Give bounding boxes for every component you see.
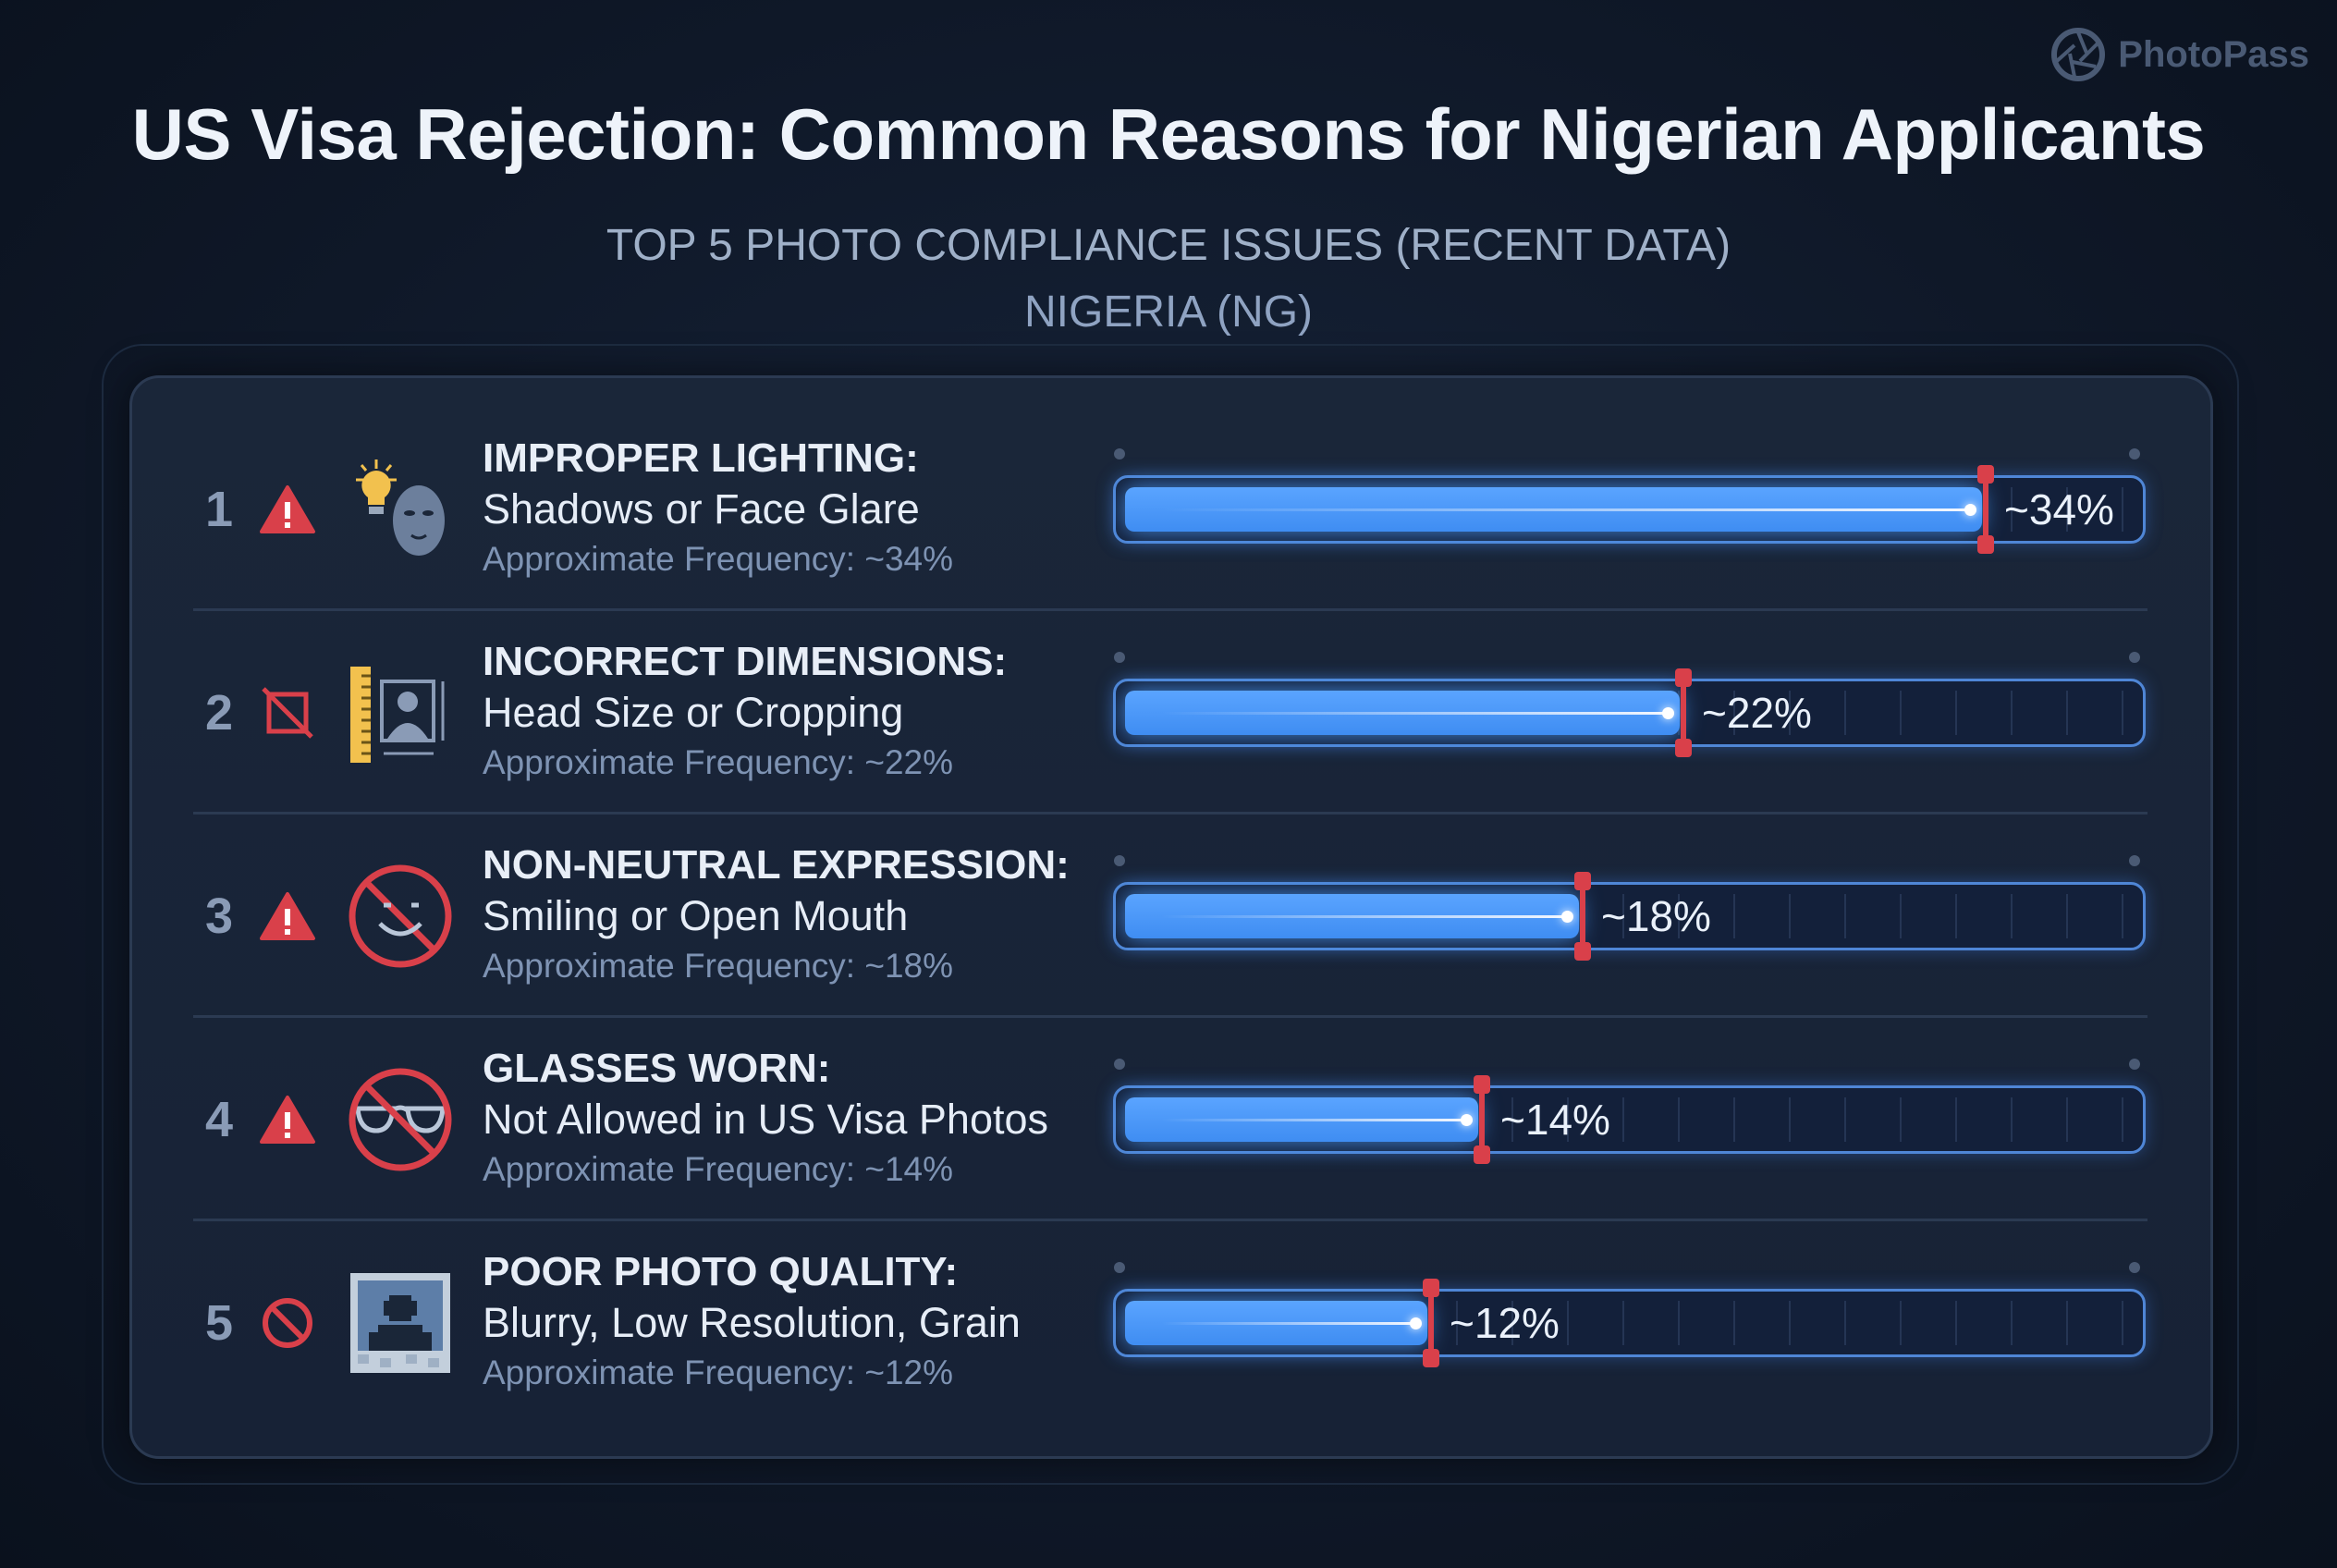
lightbulb-face-icon	[347, 456, 454, 563]
bar-value-label: ~18%	[1601, 892, 1711, 940]
bar-glow	[1162, 707, 1674, 719]
no-glasses-icon	[347, 1066, 454, 1173]
region-label: NIGERIA (NG)	[1023, 288, 1314, 337]
bar-marker	[1675, 668, 1692, 757]
rank-number: 4	[204, 1092, 234, 1147]
warning-triangle-icon	[258, 480, 317, 539]
bar-fill	[1125, 1097, 1478, 1142]
frequency-bar: ~14%	[1113, 1075, 2146, 1164]
page-title: US Visa Rejection: Common Reasons for Ni…	[131, 93, 2206, 175]
issue-heading: NON-NEUTRAL EXPRESSION:	[483, 842, 1070, 888]
issue-detail: Head Size or Cropping	[483, 689, 904, 736]
issue-frequency: Approximate Frequency: ~34%	[483, 540, 954, 578]
rank-number: 5	[204, 1295, 234, 1351]
warning-triangle-icon	[258, 887, 317, 946]
issue-row: 4 GLASSES WORN: Not Allowed in US Visa P…	[132, 1018, 2210, 1221]
issue-row: 3 NON-NEUTRAL EXPRESSION: Smiling or Ope…	[132, 815, 2210, 1018]
decorative-frame	[102, 344, 2239, 1485]
bar-fill	[1125, 1301, 1427, 1345]
rank-number: 3	[204, 888, 234, 944]
bar-marker	[1977, 465, 1994, 554]
issue-row: 1 IMPROPER LIGHTING: Shadows or Face Gla…	[132, 408, 2210, 611]
issues-panel: 1 IMPROPER LIGHTING: Shadows or Face Gla…	[129, 375, 2213, 1459]
issue-row: 5 POOR PHOTO QUALITY: Blurry, Low Resolu…	[132, 1221, 2210, 1425]
rank-number: 2	[204, 685, 234, 741]
bar-value-label: ~22%	[1702, 689, 1812, 737]
bar-value-label: ~14%	[1500, 1096, 1610, 1144]
bar-glow	[1162, 911, 1573, 923]
frequency-bar: ~12%	[1113, 1279, 2146, 1367]
issue-heading: POOR PHOTO QUALITY:	[483, 1249, 959, 1294]
issue-detail: Shadows or Face Glare	[483, 485, 920, 533]
bar-marker	[1574, 872, 1591, 961]
row-divider	[193, 608, 2147, 611]
bar-fill	[1125, 487, 1982, 532]
bar-fill	[1125, 894, 1579, 938]
decor-dot	[2129, 1059, 2140, 1070]
decor-dot	[1114, 855, 1125, 866]
issue-heading: INCORRECT DIMENSIONS:	[483, 639, 1008, 684]
bar-glow	[1162, 1114, 1473, 1126]
issue-detail: Not Allowed in US Visa Photos	[483, 1096, 1049, 1143]
decor-dot	[1114, 652, 1125, 663]
issue-frequency: Approximate Frequency: ~14%	[483, 1150, 954, 1188]
issue-frequency: Approximate Frequency: ~18%	[483, 947, 954, 985]
ruler-portrait-icon	[347, 659, 454, 766]
decor-dot	[1114, 1262, 1125, 1273]
no-smile-icon	[347, 863, 454, 970]
decor-dot	[2129, 652, 2140, 663]
issue-frequency: Approximate Frequency: ~22%	[483, 743, 954, 781]
decor-dot	[2129, 855, 2140, 866]
pixelated-photo-icon	[347, 1269, 454, 1377]
warning-triangle-icon	[258, 1090, 317, 1149]
issue-heading: GLASSES WORN:	[483, 1046, 831, 1091]
row-divider	[193, 812, 2147, 815]
issue-detail: Smiling or Open Mouth	[483, 892, 909, 939]
brand-logo: PhotoPass	[2051, 28, 2309, 81]
frequency-bar: ~34%	[1113, 465, 2146, 554]
decor-dot	[2129, 1262, 2140, 1273]
brand-name: PhotoPass	[2118, 33, 2309, 75]
crop-off-icon	[258, 683, 317, 742]
bar-marker	[1474, 1075, 1490, 1164]
bar-value-label: ~34%	[2004, 485, 2114, 533]
bar-value-label: ~12%	[1450, 1299, 1560, 1347]
frequency-bar: ~18%	[1113, 872, 2146, 961]
camera-aperture-icon	[2051, 28, 2106, 81]
bar-glow	[1162, 504, 1976, 516]
decor-dot	[1114, 1059, 1125, 1070]
decor-dot	[2129, 448, 2140, 459]
issue-frequency: Approximate Frequency: ~12%	[483, 1354, 954, 1391]
decor-dot	[1114, 448, 1125, 459]
page-subtitle: TOP 5 PHOTO COMPLIANCE ISSUES (RECENT DA…	[606, 221, 1731, 270]
issue-detail: Blurry, Low Resolution, Grain	[483, 1299, 1021, 1346]
issue-row: 2 INCORRECT DIMENSIONS: Head Size or Cro…	[132, 611, 2210, 815]
bar-fill	[1125, 691, 1680, 735]
frequency-bar: ~22%	[1113, 668, 2146, 757]
row-divider	[193, 1219, 2147, 1221]
issue-heading: IMPROPER LIGHTING:	[483, 435, 919, 481]
prohibited-icon	[258, 1293, 317, 1353]
bar-glow	[1162, 1317, 1422, 1329]
row-divider	[193, 1015, 2147, 1018]
bar-marker	[1423, 1279, 1439, 1367]
rank-number: 1	[204, 482, 234, 537]
